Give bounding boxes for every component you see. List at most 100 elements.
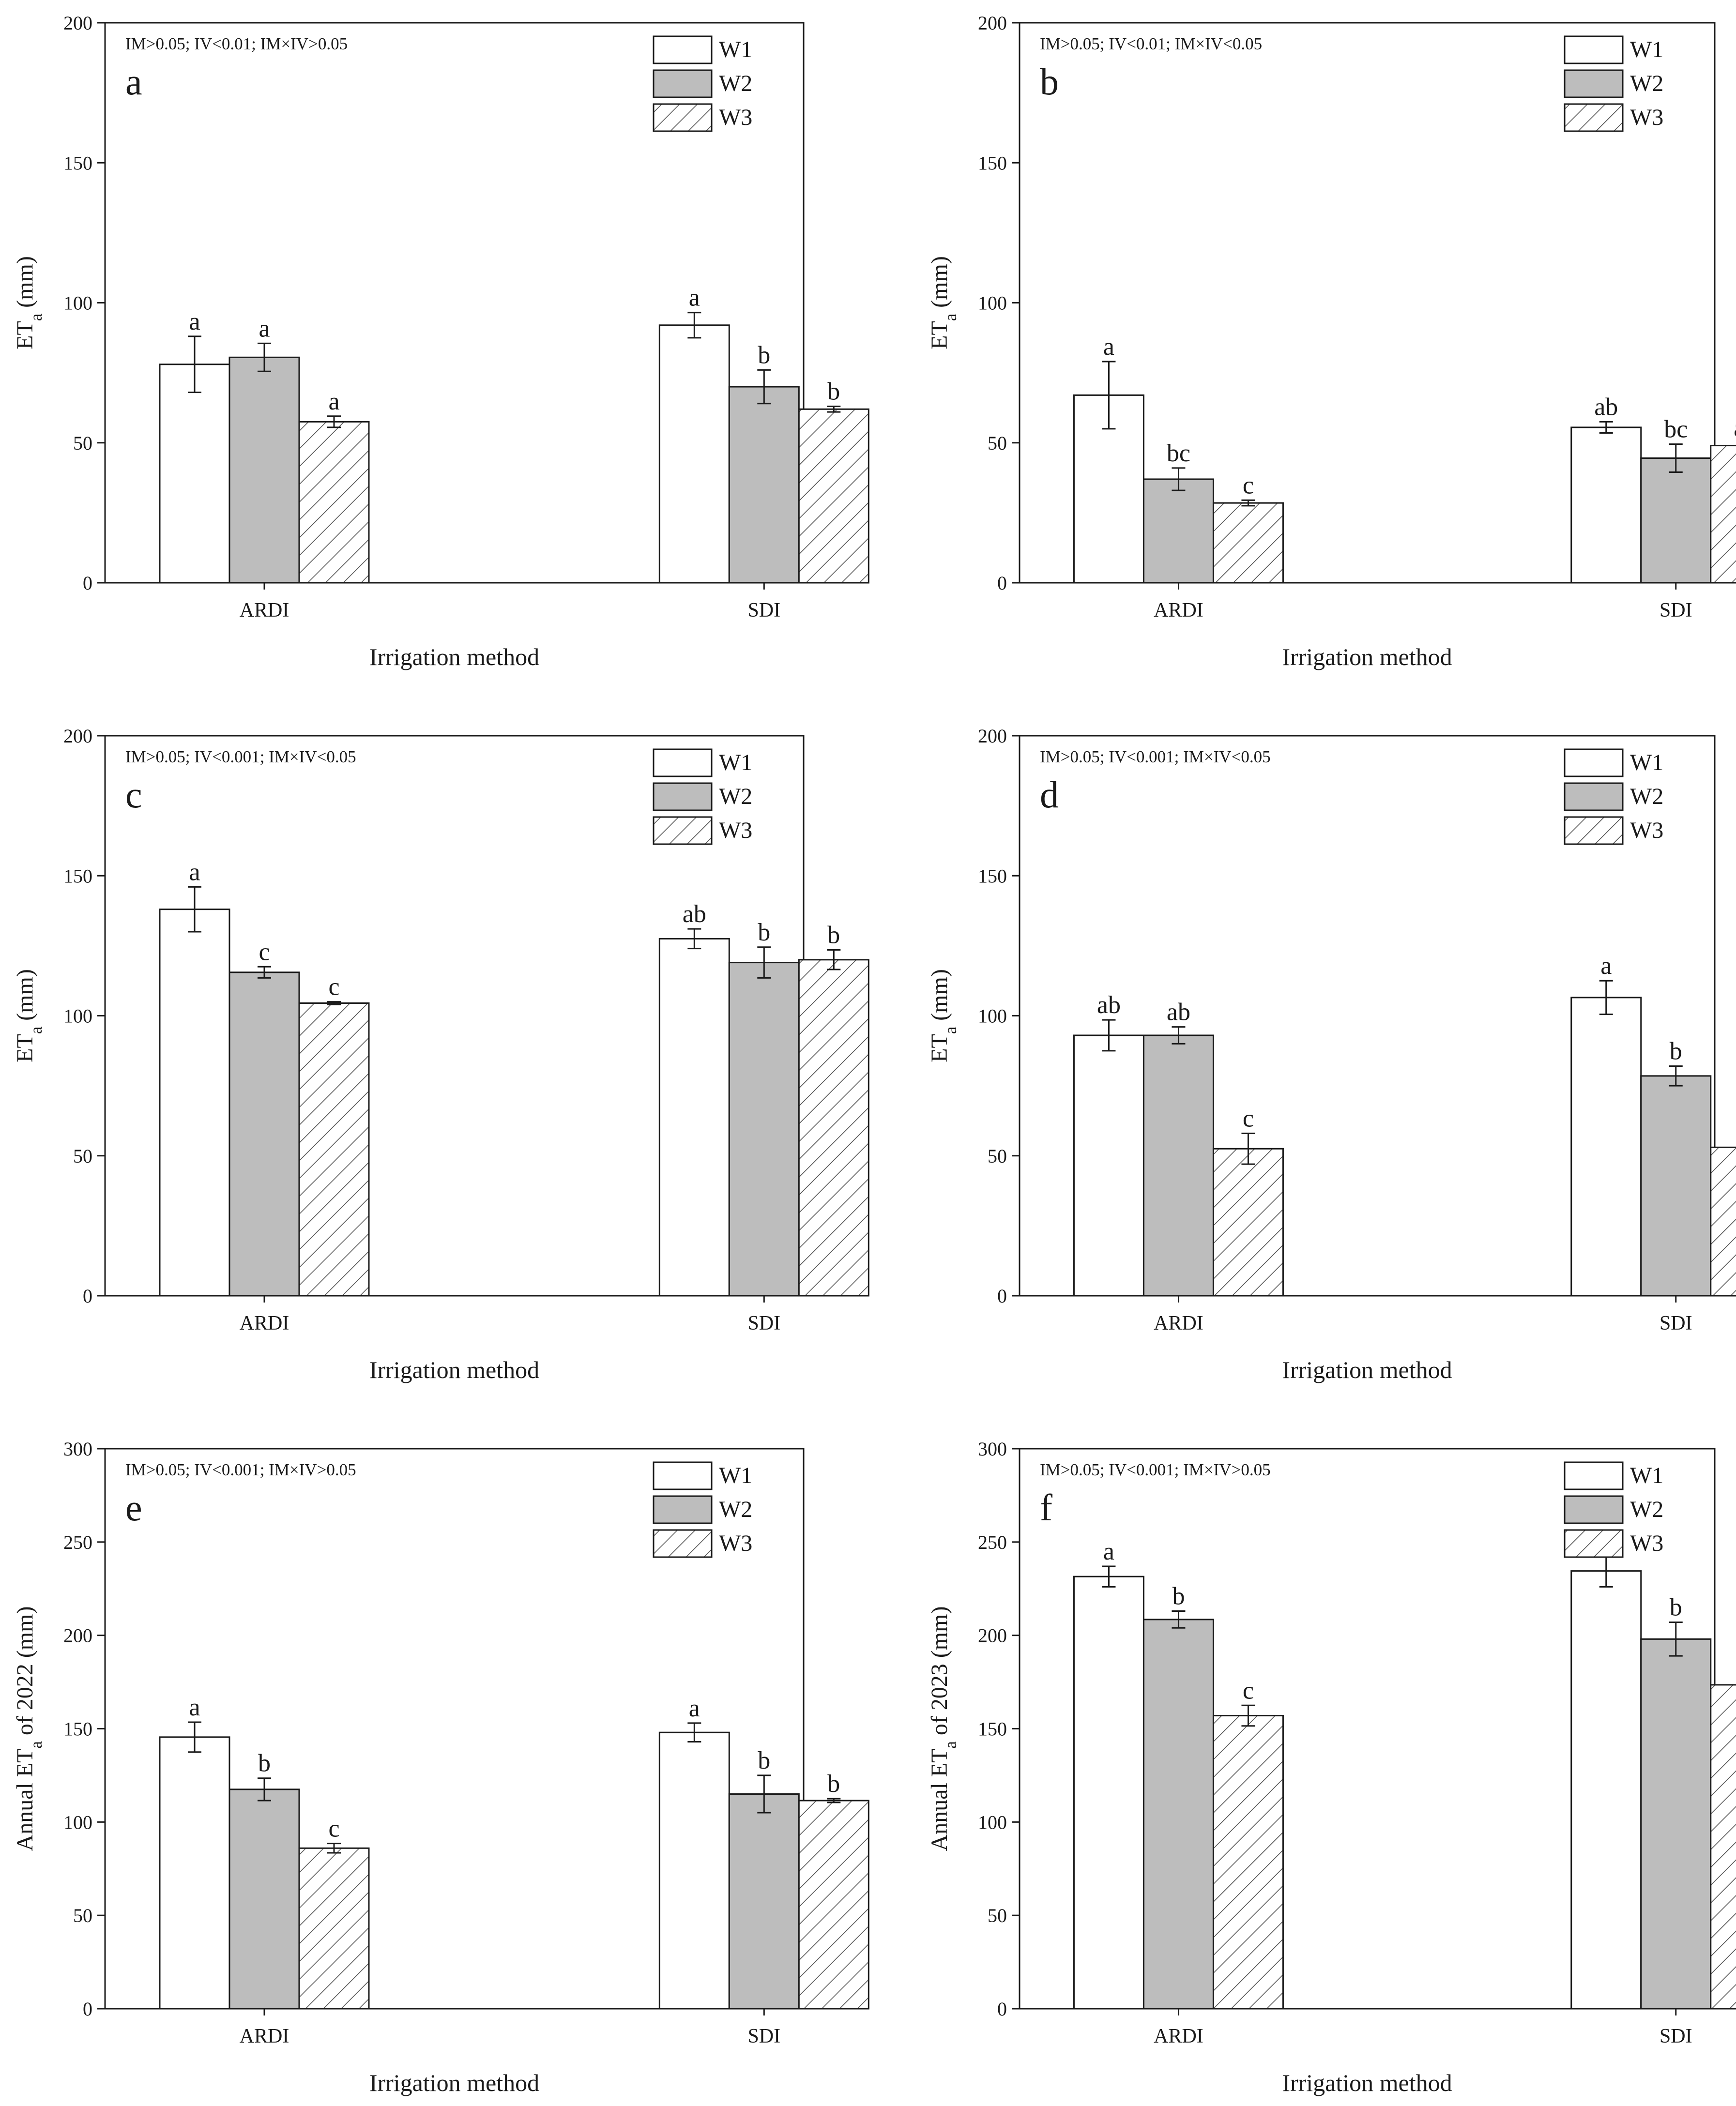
y-tick-label: 50 bbox=[988, 432, 1007, 454]
legend-label: W3 bbox=[1630, 105, 1663, 130]
legend-swatch-w2 bbox=[1564, 1495, 1624, 1524]
legend-swatch-w3 bbox=[653, 1529, 713, 1558]
stats-annotation: IM>0.05; IV<0.001; IM×IV<0.05 bbox=[1040, 747, 1271, 766]
bar-w1-sdi bbox=[658, 938, 730, 1297]
x-tick-label: ARDI bbox=[1154, 2025, 1203, 2047]
y-axis-label: ETa (mm) bbox=[927, 256, 960, 349]
significance-letter: b bbox=[827, 378, 840, 406]
y-tick-label: 150 bbox=[978, 1718, 1007, 1740]
y-tick-label: 100 bbox=[978, 1005, 1007, 1027]
stats-annotation: IM>0.05; IV<0.001; IM×IV>0.05 bbox=[1040, 1460, 1271, 1479]
bar-w1-ardi bbox=[1073, 1576, 1144, 2010]
y-tick-label: 50 bbox=[73, 1145, 92, 1167]
bar-w3-ardi bbox=[298, 421, 370, 584]
panel-e: 0 50 100 150 200 250 300 Annual ETa of 2022 (mm… bbox=[12, 1438, 869, 2096]
panel-letter: d bbox=[1040, 773, 1059, 816]
bar-w3-sdi bbox=[798, 408, 869, 584]
significance-letter: a bbox=[189, 308, 200, 335]
bar-w3-ardi bbox=[1212, 1148, 1284, 1297]
significance-letter: b bbox=[1670, 1038, 1682, 1065]
x-tick-label: ARDI bbox=[1154, 599, 1203, 621]
bar-w1-sdi bbox=[1570, 426, 1642, 584]
bar-w3-ardi bbox=[1212, 1715, 1284, 2010]
legend-swatch-w2 bbox=[653, 782, 713, 811]
y-tick-label: 200 bbox=[978, 1625, 1007, 1647]
legend-label: W2 bbox=[1630, 1497, 1663, 1522]
significance-letter: b bbox=[1172, 1583, 1185, 1610]
bar-w3-sdi bbox=[1710, 1146, 1736, 1297]
y-tick-label: 0 bbox=[997, 1998, 1007, 2020]
bar-w2-sdi bbox=[728, 1793, 800, 2010]
legend-label: W1 bbox=[719, 1463, 752, 1488]
significance-letter: bc bbox=[1664, 416, 1688, 443]
stats-annotation: IM>0.05; IV<0.01; IM×IV>0.05 bbox=[125, 34, 348, 53]
bar-w1-ardi bbox=[1073, 1034, 1144, 1297]
panel-letter: e bbox=[125, 1486, 142, 1529]
y-tick-label: 300 bbox=[63, 1438, 92, 1460]
legend-swatch-w2 bbox=[1564, 782, 1624, 811]
y-tick-label: 50 bbox=[988, 1145, 1007, 1167]
significance-letter: b bbox=[758, 919, 770, 946]
x-tick-label: ARDI bbox=[1154, 1312, 1203, 1334]
legend-swatch-w2 bbox=[1564, 69, 1624, 98]
bar-w3-sdi bbox=[1710, 1684, 1736, 2010]
bar-w2-sdi bbox=[1640, 1075, 1712, 1297]
x-tick-label: ARDI bbox=[240, 2025, 289, 2047]
y-tick-label: 100 bbox=[978, 1811, 1007, 1833]
significance-letter: bc bbox=[1167, 439, 1190, 467]
legend-label: W2 bbox=[719, 1497, 752, 1522]
y-tick-label: 100 bbox=[978, 292, 1007, 314]
bar-w1-sdi bbox=[658, 324, 730, 584]
legend-label: W1 bbox=[719, 37, 752, 62]
legend-swatch-w1 bbox=[653, 748, 713, 777]
stats-annotation: IM>0.05; IV<0.01; IM×IV<0.05 bbox=[1040, 34, 1262, 53]
y-tick-label: 150 bbox=[63, 865, 92, 887]
significance-letter: b bbox=[758, 341, 770, 369]
y-tick-label: 250 bbox=[63, 1531, 92, 1553]
y-tick-label: 100 bbox=[63, 1811, 92, 1833]
bar-w2-ardi bbox=[1142, 1034, 1214, 1297]
significance-letter: a bbox=[689, 1695, 700, 1722]
legend-swatch-w1 bbox=[653, 35, 713, 64]
y-axis-label: ETa (mm) bbox=[12, 969, 46, 1062]
y-tick-label: 300 bbox=[978, 1438, 1007, 1460]
x-tick-label: ARDI bbox=[240, 599, 289, 621]
y-tick-label: 200 bbox=[63, 12, 92, 34]
significance-letter: c bbox=[259, 938, 270, 966]
legend-label: W3 bbox=[719, 818, 752, 843]
legend-swatch-w1 bbox=[1564, 748, 1624, 777]
legend-swatch-w2 bbox=[653, 69, 713, 98]
y-tick-label: 150 bbox=[978, 865, 1007, 887]
legend-swatch-w2 bbox=[653, 1495, 713, 1524]
significance-letter: a bbox=[259, 315, 270, 342]
bar-w2-ardi bbox=[228, 356, 300, 584]
significance-letter: ab bbox=[1097, 991, 1121, 1019]
y-axis-label: Annual ETa of 2022 (mm) bbox=[12, 1606, 46, 1851]
significance-letter: a bbox=[1103, 1538, 1114, 1565]
bar-w3-sdi bbox=[1710, 445, 1736, 584]
legend-label: W2 bbox=[1630, 71, 1663, 96]
legend-swatch-w1 bbox=[653, 1461, 713, 1490]
x-axis-label: Irrigation method bbox=[1282, 2069, 1452, 2096]
significance-letter: ab bbox=[1594, 393, 1618, 421]
x-tick-label: SDI bbox=[747, 599, 780, 621]
significance-letter: b bbox=[258, 1750, 271, 1777]
bar-w2-ardi bbox=[228, 971, 300, 1297]
legend-swatch-w1 bbox=[1564, 35, 1624, 64]
y-tick-label: 100 bbox=[63, 292, 92, 314]
legend-label: W2 bbox=[1630, 784, 1663, 809]
significance-letter: c bbox=[1243, 1105, 1254, 1132]
bar-w1-sdi bbox=[1570, 997, 1642, 1297]
bar-w2-sdi bbox=[1640, 1638, 1712, 2010]
legend-swatch-w3 bbox=[653, 816, 713, 845]
significance-letter: c bbox=[328, 973, 339, 1001]
y-tick-label: 50 bbox=[73, 432, 92, 454]
x-axis-label: Irrigation method bbox=[1282, 1356, 1452, 1383]
y-tick-label: 150 bbox=[978, 152, 1007, 174]
panel-letter: a bbox=[125, 61, 142, 103]
y-tick-label: 250 bbox=[978, 1531, 1007, 1553]
bar-w1-sdi bbox=[658, 1731, 730, 2010]
bar-w1-ardi bbox=[159, 909, 230, 1297]
bar-w3-sdi bbox=[798, 1800, 869, 2010]
y-tick-label: 200 bbox=[63, 725, 92, 747]
